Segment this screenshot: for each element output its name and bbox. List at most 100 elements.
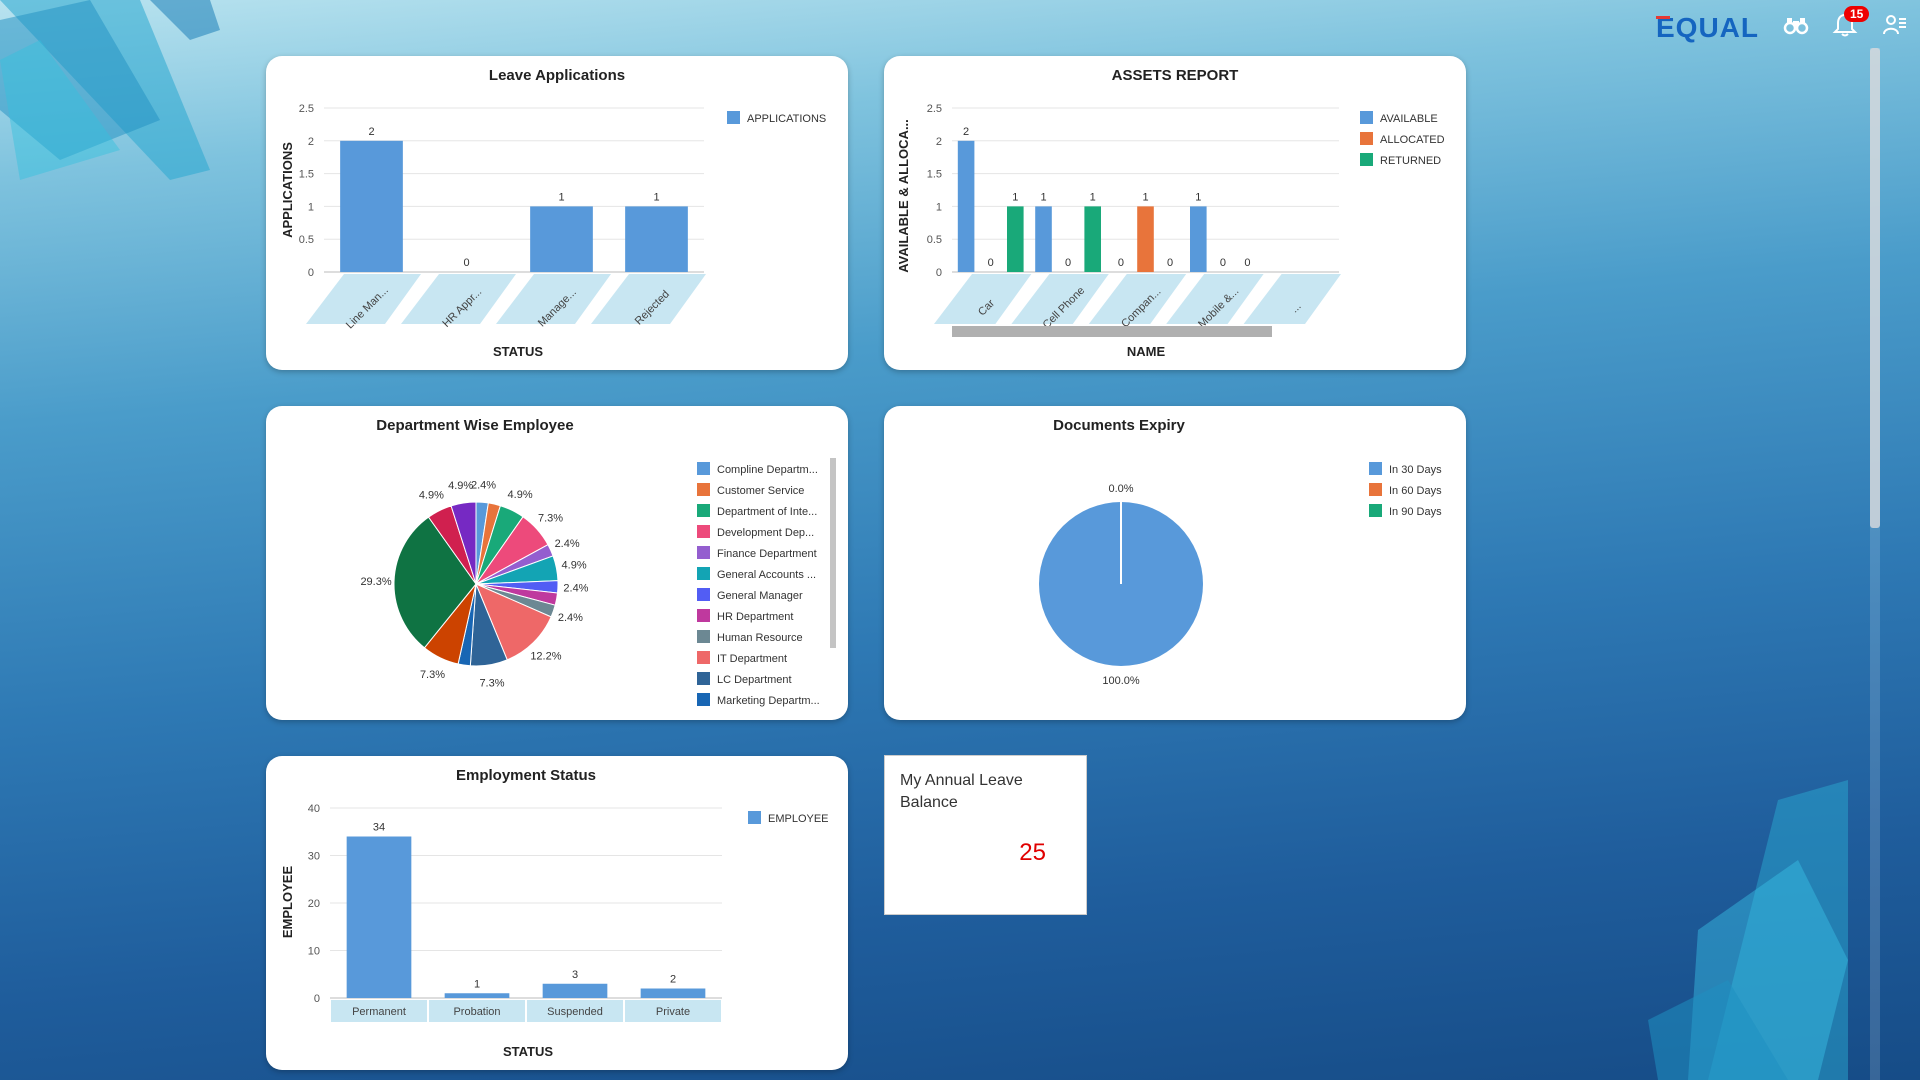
legend-label: Department of Inte... [717,506,817,518]
x-tick-label: Permanent [352,1006,406,1018]
y-axis-title: AVAILABLE & ALLOCA... [896,119,911,273]
legend-label: IT Department [717,653,787,665]
legend-swatch [697,525,710,538]
legend-swatch [1369,462,1382,475]
page-scrollbar[interactable] [1870,48,1880,1080]
leave-applications-card: Leave Applications 0 0.5 1 1.5 2 2.5 2 Line Man… [266,56,848,370]
documents-pie-chart: 100.0% 0.0% In 30 Days In 60 Days In 90 Days [1039,462,1442,687]
data-label: 0 [1065,257,1071,269]
top-bar: EQUAL 15 [1620,6,1920,43]
y-tick-label: 0.5 [927,234,942,246]
slice-label: 7.3% [420,669,445,681]
legend-swatch [748,811,761,824]
y-axis-title: APPLICATIONS [280,142,295,238]
slice-label: 4.9% [448,480,473,492]
category-band [527,1000,623,1022]
assets-report-card: ASSETS REPORT 0 0.5 1 1.5 2 2.5 2 0 1 Car 1 0 1 Cell … [884,56,1466,370]
legend-scrollbar [830,458,836,648]
decorative-shards-top-left [0,0,220,180]
x-tick-label: Private [656,1006,690,1018]
annual-leave-balance-tile[interactable]: My Annual Leave Balance 25 [884,755,1087,915]
bar [1190,206,1207,272]
card-title: Department Wise Employee [376,417,574,434]
legend-label: In 60 Days [1389,485,1442,497]
slice-label: 29.3% [360,576,391,588]
legend-swatch [1360,153,1373,166]
data-label: 1 [474,978,480,990]
legend-label: General Manager [717,590,803,602]
slice-label: 2.4% [563,582,588,594]
category-band [934,274,1032,324]
y-tick-label: 40 [308,803,320,815]
category-band [1166,274,1264,324]
slice-label: 100.0% [1102,675,1140,687]
slice-label: 4.9% [508,489,533,501]
bar [1006,206,1024,272]
x-axis-title: NAME [1127,344,1166,359]
bar [1035,206,1052,272]
y-tick-label: 1.5 [927,169,942,181]
bar [542,983,608,998]
page-scrollbar-thumb[interactable] [1870,48,1880,528]
legend-label: Development Dep... [717,527,814,539]
legend-label: APPLICATIONS [747,113,826,125]
department-wise-card: Department Wise Employee 2.4% 4.9% 7.3% 2.4… [266,406,848,720]
bar [530,206,593,272]
x-axis-title: STATUS [503,1044,553,1059]
category-band [429,1000,525,1022]
legend-label: Customer Service [717,485,804,497]
data-label: 1 [1142,191,1148,203]
pie-slice [393,516,477,649]
data-label: 2 [368,126,374,138]
y-tick-label: 2.5 [299,103,314,115]
x-axis-title: STATUS [493,344,543,359]
data-label: 0 [1220,257,1226,269]
data-label: 3 [572,969,578,981]
legend-label: Compline Departm... [717,464,818,476]
legend-swatch [697,588,710,601]
legend-label: General Accounts ... [717,569,816,581]
chart-scrollbar [952,326,1272,337]
legend-swatch [697,693,710,706]
legend-swatch [697,609,710,622]
data-label: 1 [1090,191,1096,203]
legend-swatch [727,111,740,124]
y-tick-label: 10 [308,946,320,958]
pie-slice [475,583,552,661]
data-label: 1 [1195,191,1201,203]
legend-swatch [1369,504,1382,517]
y-tick-label: 1 [936,201,942,213]
legend-label: Marketing Departm... [717,695,820,707]
slice-label: 2.4% [555,538,580,550]
legend-swatch [697,483,710,496]
legend-label: Finance Department [717,548,817,560]
binoculars-icon[interactable] [1783,12,1809,38]
legend-label: RETURNED [1380,155,1441,167]
bar [625,206,688,272]
legend-label: Human Resource [717,632,803,644]
y-tick-label: 0 [308,267,314,279]
data-label: 0 [1244,257,1250,269]
y-tick-label: 1.5 [299,169,314,181]
slice-label: 2.4% [558,612,583,624]
data-label: 1 [653,191,659,203]
employment-status-chart: 0 10 20 30 40 34 Permanent 1 Probation 3 Suspended… [280,803,829,1059]
documents-expiry-card: Documents Expiry 100.0% 0.0% In 30 Days In … [884,406,1466,720]
equal-logo[interactable]: EQUAL [1656,12,1759,43]
bar [1137,206,1154,272]
category-band [1088,274,1187,324]
card-title: Documents Expiry [1053,417,1185,434]
y-tick-label: 20 [308,898,320,910]
user-settings-icon[interactable] [1882,12,1908,38]
slice-label: 2.4% [471,479,496,491]
kpi-title: My Annual Leave Balance [900,772,1023,811]
bell-icon[interactable]: 15 [1832,6,1870,38]
data-label: 0 [1167,257,1173,269]
y-tick-label: 2 [936,136,942,148]
legend-label: LC Department [717,674,792,686]
legend-label: EMPLOYEE [768,813,829,825]
decorative-shards-bottom-right [1648,780,1848,1080]
legend-swatch [697,651,710,664]
